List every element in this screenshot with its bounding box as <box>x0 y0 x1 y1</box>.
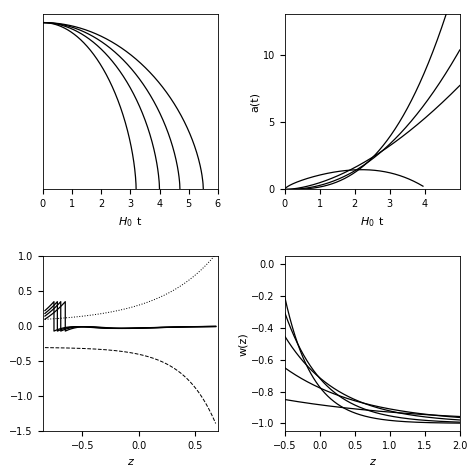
Y-axis label: a(t): a(t) <box>250 92 260 112</box>
Y-axis label: w(z): w(z) <box>238 332 248 356</box>
X-axis label: z: z <box>128 456 133 466</box>
X-axis label: z: z <box>369 456 375 466</box>
X-axis label: $H_0\,$ t: $H_0\,$ t <box>118 215 143 228</box>
X-axis label: $H_0\,$ t: $H_0\,$ t <box>360 215 385 228</box>
